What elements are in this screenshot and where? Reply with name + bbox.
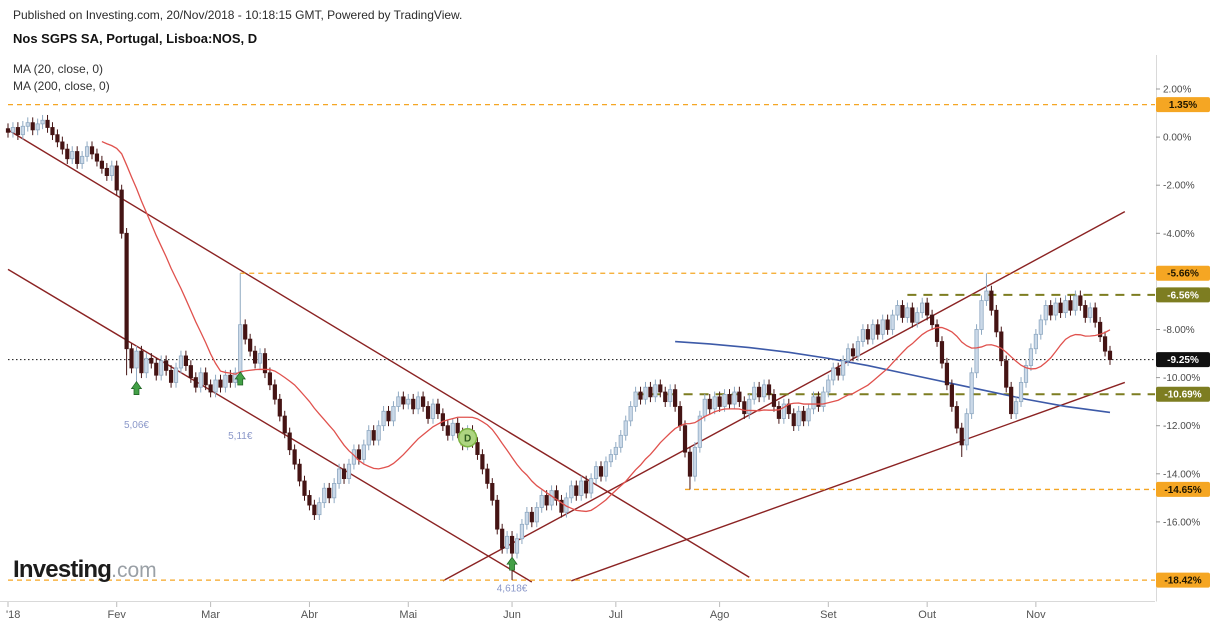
plot-area[interactable]: 5,06€ 5,11€ 4,618€ D bbox=[5, 103, 1155, 595]
price-level-badge bbox=[1156, 352, 1210, 368]
y-tick-label: 0.00% bbox=[1163, 133, 1191, 144]
price-level-label: 1.35% bbox=[1169, 100, 1197, 111]
x-tick-label: Fev bbox=[108, 609, 127, 621]
price-level-label: -6.56% bbox=[1167, 290, 1199, 301]
markers-layer: 5,06€ 5,11€ 4,618€ D bbox=[124, 371, 528, 595]
y-tick-label: -4.00% bbox=[1163, 229, 1195, 240]
trend-lines bbox=[7, 129, 1126, 583]
dividend-icon bbox=[457, 427, 478, 448]
price-level-badge bbox=[1156, 287, 1210, 303]
x-tick-label: Ago bbox=[710, 609, 730, 621]
x-tick-label: Mar bbox=[201, 609, 220, 621]
price-level-badge bbox=[1156, 265, 1210, 281]
chart-title: Nos SGPS SA, Portugal, Lisboa:NOS, D bbox=[13, 31, 258, 46]
indicator-legend: MA (20, close, 0) MA (200, close, 0) bbox=[13, 61, 110, 95]
marker-price-label: 4,618€ bbox=[497, 584, 528, 595]
y-tick-label: -12.00% bbox=[1163, 421, 1200, 432]
x-tick-label: Set bbox=[820, 609, 837, 621]
y-tick-label: 2.00% bbox=[1163, 85, 1191, 96]
x-tick-label: Abr bbox=[301, 609, 318, 621]
price-level-label: -18.42% bbox=[1164, 576, 1201, 587]
dividend-label: D bbox=[464, 434, 471, 445]
marker-price-label: 5,06€ bbox=[124, 420, 149, 431]
price-level-badge bbox=[1156, 572, 1210, 588]
y-tick-label: -10.00% bbox=[1163, 373, 1200, 384]
price-level-badge bbox=[1156, 97, 1210, 113]
published-line: Published on Investing.com, 20/Nov/2018 … bbox=[13, 8, 463, 22]
buy-arrow-icon bbox=[234, 371, 246, 386]
y-axis[interactable]: 2.00% 0.00% -2.00% -4.00% -8.00% -10.00% -12.0… bbox=[1156, 85, 1210, 588]
legend-ma200: MA (200, close, 0) bbox=[13, 79, 110, 93]
candles-layer bbox=[5, 114, 1113, 581]
logo-suffix-text: .com bbox=[111, 559, 157, 582]
x-tick-label: Nov bbox=[1026, 609, 1046, 621]
x-tick-label: Jul bbox=[609, 609, 623, 621]
ma200-line bbox=[675, 340, 1111, 414]
price-level-badge bbox=[1156, 386, 1210, 402]
y-tick-label: -14.00% bbox=[1163, 469, 1200, 480]
ma20-line bbox=[101, 140, 1111, 513]
price-level-label: -10.69% bbox=[1164, 390, 1201, 401]
horizontal-levels bbox=[8, 103, 1155, 581]
price-level-label: -9.25% bbox=[1167, 355, 1199, 366]
price-level-badge bbox=[1156, 481, 1210, 497]
x-axis[interactable]: '18 Fev Mar Abr Mai Jun Jul Ago Set Out Nov bbox=[6, 602, 1046, 621]
price-level-label: -14.65% bbox=[1164, 485, 1201, 496]
legend-ma20: MA (20, close, 0) bbox=[13, 62, 104, 76]
logo-text: Investing bbox=[13, 556, 112, 583]
x-tick-label: Mai bbox=[399, 609, 417, 621]
buy-arrow-icon bbox=[506, 556, 518, 571]
price-level-label: -5.66% bbox=[1167, 269, 1199, 280]
y-tick-label: -8.00% bbox=[1163, 325, 1195, 336]
x-tick-label: '18 bbox=[6, 609, 20, 621]
x-tick-label: Jun bbox=[503, 609, 521, 621]
investing-logo: Investing.com bbox=[13, 556, 157, 584]
x-tick-label: Out bbox=[918, 609, 936, 621]
y-tick-label: -2.00% bbox=[1163, 181, 1195, 192]
y-tick-label: -16.00% bbox=[1163, 517, 1200, 528]
marker-price-label: 5,11€ bbox=[228, 431, 253, 442]
buy-arrow-icon bbox=[130, 380, 143, 395]
